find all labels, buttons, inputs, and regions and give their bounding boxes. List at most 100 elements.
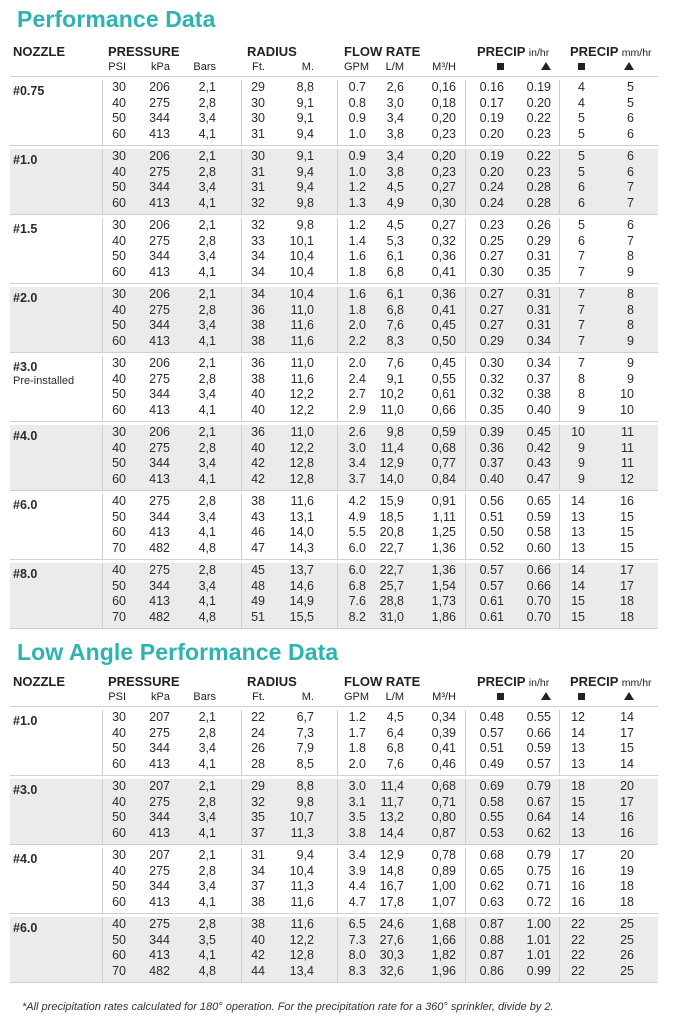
table-cell: 275 bbox=[149, 371, 170, 386]
table-cell: 46 bbox=[251, 525, 265, 539]
table-cell: 15 bbox=[620, 509, 634, 524]
column-subheader: GPM bbox=[344, 61, 370, 73]
table-cell: 60 bbox=[112, 195, 126, 210]
table-cell: 4.4 bbox=[348, 879, 366, 893]
table-row: 50 344 3,4 30 9,1 0.9 3,4 0,20 0.19 0.22 5 6 bbox=[10, 111, 658, 127]
table-cell: 35 bbox=[251, 810, 265, 824]
column-divider bbox=[241, 356, 242, 421]
table-row: 40 275 2,8 40 12,2 3.0 11,4 0,68 0.36 0.42 9 11 bbox=[10, 441, 658, 457]
table-cell: 6 bbox=[578, 195, 585, 210]
column-subheader: PSI bbox=[108, 691, 126, 703]
nozzle-group: #3.0 Pre-installed 30 206 2,1 36 11,0 2.0 7,6 0,4… bbox=[10, 356, 658, 422]
table-cell: 5 bbox=[627, 95, 634, 110]
table-cell: 482 bbox=[149, 609, 170, 624]
column-header-flow-rate: FLOW RATE bbox=[344, 674, 421, 689]
table-cell: 30 bbox=[112, 218, 126, 232]
table-cell: 2,8 bbox=[198, 233, 216, 248]
table-cell: 0.52 bbox=[479, 540, 504, 555]
table-cell: 10 bbox=[620, 402, 634, 417]
table-cell: 0.57 bbox=[526, 756, 551, 771]
column-divider bbox=[337, 917, 338, 982]
table-cell: 9,8 bbox=[296, 794, 314, 809]
table-cell: 0.37 bbox=[526, 371, 551, 386]
table-cell: 13 bbox=[571, 741, 585, 755]
nozzle-label: #2.0 bbox=[13, 291, 38, 305]
table-cell: 0.71 bbox=[526, 879, 551, 893]
table-cell: 34 bbox=[251, 863, 265, 878]
table-row: 30 206 2,1 32 9,8 1.2 4,5 0,27 0.23 0.26 5 6 bbox=[10, 218, 658, 234]
table-cell: 8 bbox=[578, 387, 585, 401]
table-cell: 17 bbox=[620, 725, 634, 740]
table-cell: 20 bbox=[620, 848, 634, 862]
table-cell: 7 bbox=[578, 333, 585, 348]
nozzle-group: #6.0 40 275 2,8 38 11,6 4.2 15,9 0,91 0.56 0.65 14 1… bbox=[10, 494, 658, 560]
column-divider bbox=[102, 287, 103, 352]
table-cell: 0.57 bbox=[479, 563, 504, 577]
table-cell: 1,36 bbox=[431, 540, 456, 555]
table-cell: 8,8 bbox=[296, 80, 314, 94]
table-cell: 0,18 bbox=[431, 95, 456, 110]
table-row: 30 207 2,1 29 8,8 3.0 11,4 0,68 0.69 0.79 18 20 bbox=[10, 779, 658, 795]
table-cell: 11,0 bbox=[290, 356, 314, 370]
table-cell: 4,1 bbox=[198, 264, 216, 279]
table-cell: 37 bbox=[251, 879, 265, 893]
table-cell: 0,68 bbox=[431, 440, 456, 455]
table-cell: 0.55 bbox=[526, 710, 551, 724]
table-cell: 30 bbox=[112, 779, 126, 793]
table-cell: 0.30 bbox=[479, 356, 504, 370]
low-angle-performance-table: NOZZLE PRESSURE RADIUS FLOW RATE PRECIP in/h… bbox=[10, 672, 658, 983]
table-cell: 0,89 bbox=[431, 863, 456, 878]
table-cell: 10,7 bbox=[289, 810, 314, 824]
table-cell: 10 bbox=[620, 387, 634, 401]
precip-icon-cell bbox=[515, 61, 551, 73]
column-header-precip-mm: PRECIP mm/hr bbox=[570, 44, 652, 59]
table-cell: 43 bbox=[251, 509, 265, 524]
table-cell: 0.61 bbox=[479, 609, 504, 624]
table-cell: 16 bbox=[571, 894, 585, 909]
column-divider bbox=[559, 80, 560, 145]
table-cell: 13,4 bbox=[289, 963, 314, 978]
table-cell: 0.31 bbox=[526, 287, 551, 301]
table-cell: 4,1 bbox=[198, 402, 216, 417]
table-cell: 482 bbox=[149, 963, 170, 978]
table-row: 40 275 2,8 45 13,7 6.0 22,7 1,36 0.57 0.66 14 17 bbox=[10, 563, 658, 579]
table-cell: 0.19 bbox=[526, 80, 551, 94]
column-divider bbox=[337, 80, 338, 145]
table-cell: 7 bbox=[578, 302, 585, 317]
table-cell: 344 bbox=[149, 578, 170, 593]
table-cell: 13,7 bbox=[289, 563, 314, 577]
footnote: *All precipitation rates calculated for … bbox=[22, 1001, 554, 1013]
table-row: 60 413 4,1 34 10,4 1.8 6,8 0,41 0.30 0.35 7 9 bbox=[10, 265, 658, 281]
precip-unit-in: in/hr bbox=[528, 677, 550, 689]
table-cell: 14 bbox=[571, 578, 585, 593]
table-cell: 60 bbox=[112, 402, 126, 417]
table-cell: 0.29 bbox=[479, 333, 504, 348]
precip-icon-cell bbox=[472, 691, 504, 703]
column-divider bbox=[241, 848, 242, 913]
table-row: 60 413 4,1 37 11,3 3.8 14,4 0,87 0.53 0.62 13 16 bbox=[10, 826, 658, 842]
table-cell: 14,6 bbox=[289, 578, 314, 593]
table-cell: 17 bbox=[620, 794, 634, 809]
table-cell: 11,6 bbox=[290, 494, 314, 508]
table-cell: 413 bbox=[149, 756, 170, 771]
table-cell: 48 bbox=[251, 578, 265, 593]
table-cell: 0.9 bbox=[348, 111, 366, 125]
square-icon bbox=[578, 693, 585, 700]
table-cell: 14,0 bbox=[289, 525, 314, 539]
table-row: 40 275 2,8 30 9,1 0.8 3,0 0,18 0.17 0.20 4 5 bbox=[10, 96, 658, 112]
table-cell: 4,1 bbox=[198, 126, 216, 141]
table-cell: 0.26 bbox=[526, 218, 551, 232]
table-cell: 7 bbox=[627, 180, 634, 194]
table-row: 50 344 3,4 37 11,3 4.4 16,7 1,00 0.62 0.71 16 18 bbox=[10, 879, 658, 895]
column-subheader: Ft. bbox=[252, 691, 265, 703]
nozzle-group: #4.0 30 206 2,1 36 11,0 2.6 9,8 0,59 0.39 0.45 10 11… bbox=[10, 425, 658, 491]
table-row: 50 344 3,4 31 9,4 1.2 4,5 0,27 0.24 0.28 6 7 bbox=[10, 180, 658, 196]
nozzle-label: #8.0 bbox=[13, 567, 38, 581]
table-cell: 275 bbox=[149, 95, 170, 110]
table-cell: 34 bbox=[251, 287, 265, 301]
table-cell: 0,91 bbox=[431, 494, 456, 508]
nozzle-note: Pre-installed bbox=[13, 375, 75, 387]
table-row: 40 275 2,8 32 9,8 3.1 11,7 0,71 0.58 0.67 15 17 bbox=[10, 795, 658, 811]
table-row: 40 275 2,8 36 11,0 1.8 6,8 0,41 0.27 0.31 7 8 bbox=[10, 303, 658, 319]
column-divider bbox=[465, 149, 466, 214]
